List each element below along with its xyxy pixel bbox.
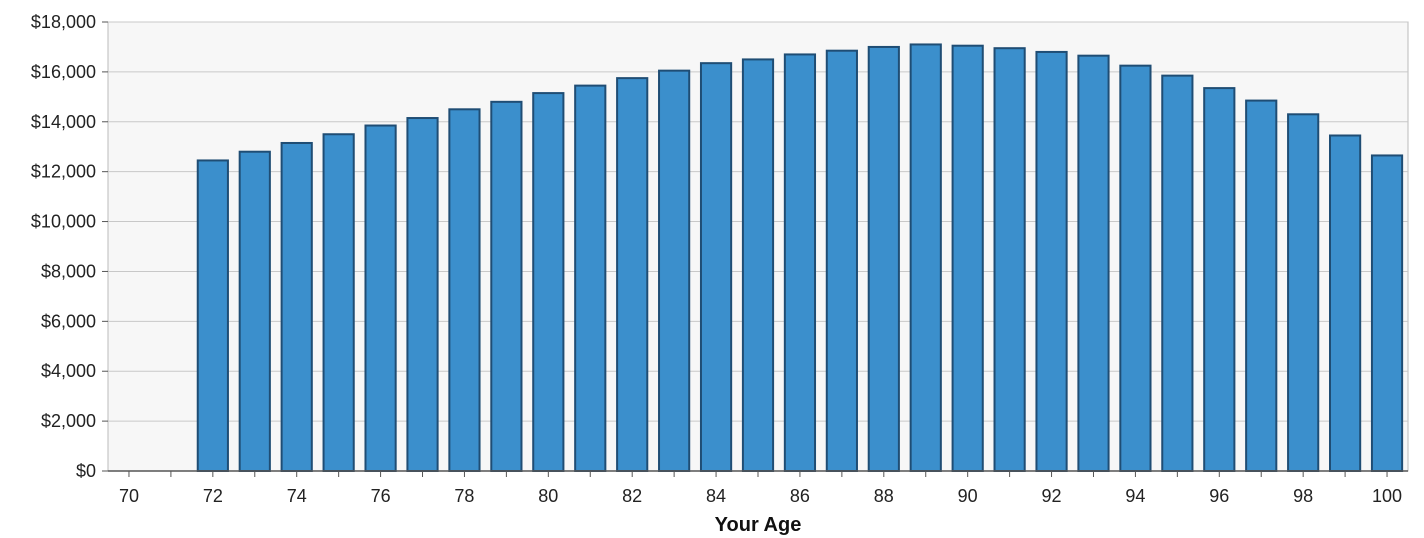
- bars: [196, 43, 1404, 473]
- bar-age-87: [825, 49, 858, 473]
- bar-age-83: [658, 69, 691, 473]
- y-tick-label: $16,000: [31, 62, 96, 82]
- bar-age-92: [1035, 50, 1068, 473]
- y-tick-label: $14,000: [31, 112, 96, 132]
- x-tick-label: 96: [1209, 486, 1229, 506]
- x-tick-label: 88: [874, 486, 894, 506]
- x-axis-ticks: 70 72 74 76 78 80 82 84 86 88 90 92 94 96 98 100: [119, 471, 1402, 506]
- bar-age-76: [364, 124, 397, 473]
- x-tick-label: 94: [1125, 486, 1145, 506]
- x-tick-label: 98: [1293, 486, 1313, 506]
- x-tick-label: 82: [622, 486, 642, 506]
- x-tick-label: 90: [958, 486, 978, 506]
- bar-age-86: [783, 53, 817, 473]
- y-tick-label: $8,000: [41, 261, 96, 281]
- bar-age-99: [1329, 134, 1362, 472]
- bar-age-75: [322, 133, 355, 472]
- y-tick-label: $12,000: [31, 162, 96, 182]
- y-tick-label: $6,000: [41, 311, 96, 331]
- y-tick-label: $10,000: [31, 212, 96, 232]
- bar-age-79: [490, 100, 523, 472]
- bar-age-81: [574, 84, 607, 472]
- x-tick-label: 72: [203, 486, 223, 506]
- x-tick-label: 86: [790, 486, 810, 506]
- x-tick-label: 92: [1042, 486, 1062, 506]
- bar-age-77: [406, 117, 439, 473]
- bar-age-91: [993, 47, 1026, 472]
- y-tick-label: $0: [76, 461, 96, 481]
- bar-age-73: [238, 150, 271, 472]
- x-tick-label: 76: [371, 486, 391, 506]
- y-tick-label: $4,000: [41, 361, 96, 381]
- x-tick-label: 78: [454, 486, 474, 506]
- x-tick-label: 70: [119, 486, 139, 506]
- bar-age-80: [532, 92, 565, 472]
- bar-age-82: [616, 77, 649, 472]
- x-tick-label: 84: [706, 486, 726, 506]
- y-tick-label: $18,000: [31, 12, 96, 32]
- y-axis-ticks: $0 $2,000 $4,000 $6,000 $8,000 $10,000 $12,000…: [31, 12, 108, 481]
- bar-age-98: [1287, 113, 1320, 473]
- bar-age-78: [448, 108, 481, 473]
- bar-age-88: [867, 45, 900, 472]
- bar-age-74: [280, 141, 313, 472]
- bar-age-95: [1161, 74, 1194, 472]
- bar-age-85: [741, 58, 775, 473]
- x-tick-label: 80: [538, 486, 558, 506]
- x-axis-label: Your Age: [715, 514, 802, 536]
- x-tick-label: 100: [1372, 486, 1402, 506]
- bar-age-90: [951, 44, 984, 472]
- bar-age-94: [1119, 64, 1152, 473]
- bar-age-84: [699, 62, 733, 473]
- bar-age-96: [1203, 87, 1236, 472]
- bar-age-97: [1245, 99, 1278, 472]
- bar-age-72: [196, 159, 229, 472]
- x-tick-label: 74: [287, 486, 307, 506]
- bar-age-89: [909, 43, 942, 472]
- y-tick-label: $2,000: [41, 411, 96, 431]
- bar-age-93: [1077, 54, 1110, 473]
- bar-age-100: [1370, 154, 1404, 472]
